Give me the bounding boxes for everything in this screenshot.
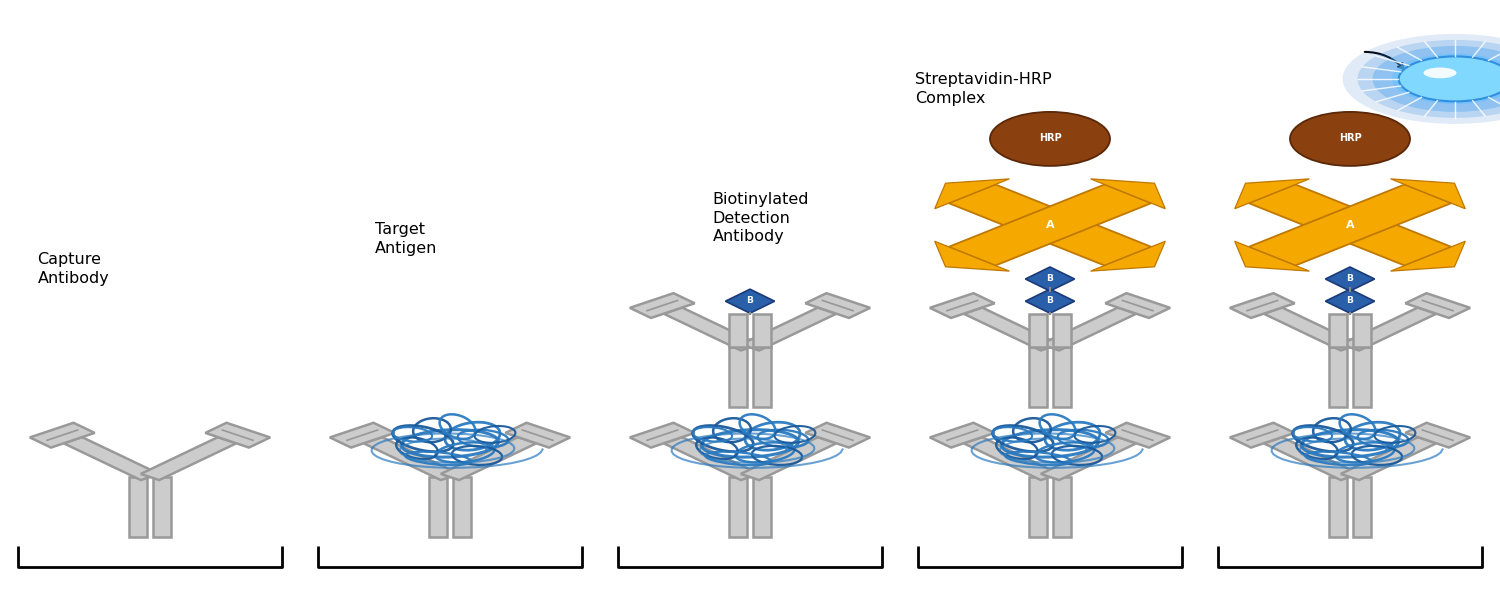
FancyBboxPatch shape <box>129 477 147 537</box>
Text: A: A <box>1346 220 1354 230</box>
FancyBboxPatch shape <box>1353 314 1371 347</box>
Polygon shape <box>963 437 1059 480</box>
Polygon shape <box>930 423 994 448</box>
FancyBboxPatch shape <box>1029 314 1047 347</box>
Text: B: B <box>1347 296 1353 305</box>
Polygon shape <box>741 308 837 350</box>
Polygon shape <box>1248 184 1452 266</box>
FancyBboxPatch shape <box>1053 477 1071 537</box>
FancyBboxPatch shape <box>1053 314 1071 347</box>
FancyBboxPatch shape <box>1029 477 1047 537</box>
Polygon shape <box>1341 308 1437 350</box>
Polygon shape <box>930 293 994 318</box>
Text: B: B <box>1047 296 1053 305</box>
FancyBboxPatch shape <box>1029 347 1047 407</box>
Text: TMB: TMB <box>1402 72 1437 87</box>
Polygon shape <box>1263 437 1359 480</box>
Polygon shape <box>63 437 159 480</box>
Polygon shape <box>1041 437 1137 480</box>
Polygon shape <box>206 423 270 448</box>
Polygon shape <box>948 184 1152 266</box>
Polygon shape <box>1248 184 1452 266</box>
Polygon shape <box>1390 179 1466 209</box>
FancyBboxPatch shape <box>429 477 447 537</box>
Polygon shape <box>1090 241 1166 271</box>
Ellipse shape <box>1358 40 1500 118</box>
Polygon shape <box>948 184 1152 266</box>
Polygon shape <box>1026 289 1074 313</box>
Polygon shape <box>630 423 694 448</box>
Polygon shape <box>726 289 774 313</box>
FancyBboxPatch shape <box>1329 314 1347 347</box>
Text: HRP: HRP <box>1038 133 1062 143</box>
Text: Biotinylated
Detection
Antibody: Biotinylated Detection Antibody <box>712 192 809 244</box>
FancyBboxPatch shape <box>753 347 771 407</box>
FancyBboxPatch shape <box>1353 477 1371 537</box>
FancyBboxPatch shape <box>1329 347 1347 407</box>
Text: B: B <box>1347 274 1353 283</box>
Text: HRP: HRP <box>1338 133 1362 143</box>
Polygon shape <box>630 293 694 318</box>
Text: Target
Antigen: Target Antigen <box>375 222 438 256</box>
Polygon shape <box>1390 241 1466 271</box>
Polygon shape <box>1406 293 1470 318</box>
Polygon shape <box>1026 267 1074 291</box>
Polygon shape <box>1106 293 1170 318</box>
Polygon shape <box>963 308 1059 350</box>
Polygon shape <box>663 437 759 480</box>
Polygon shape <box>330 423 394 448</box>
FancyBboxPatch shape <box>1329 477 1347 537</box>
FancyBboxPatch shape <box>729 314 747 347</box>
Polygon shape <box>741 437 837 480</box>
Ellipse shape <box>990 112 1110 166</box>
Polygon shape <box>30 423 94 448</box>
Text: Streptavidin-HRP
Complex: Streptavidin-HRP Complex <box>915 72 1052 106</box>
Polygon shape <box>1326 289 1374 313</box>
Ellipse shape <box>1372 46 1500 112</box>
Ellipse shape <box>1342 34 1500 124</box>
Polygon shape <box>1106 423 1170 448</box>
Ellipse shape <box>1392 53 1500 104</box>
Polygon shape <box>1341 437 1437 480</box>
Polygon shape <box>1406 423 1470 448</box>
FancyBboxPatch shape <box>729 477 747 537</box>
Polygon shape <box>806 293 870 318</box>
FancyBboxPatch shape <box>729 347 747 407</box>
FancyBboxPatch shape <box>153 477 171 537</box>
Polygon shape <box>934 179 1010 209</box>
Polygon shape <box>1041 308 1137 350</box>
Polygon shape <box>1230 423 1294 448</box>
FancyBboxPatch shape <box>753 314 771 347</box>
Polygon shape <box>141 437 237 480</box>
Polygon shape <box>1090 179 1166 209</box>
Polygon shape <box>806 423 870 448</box>
Ellipse shape <box>1398 56 1500 101</box>
Polygon shape <box>363 437 459 480</box>
Polygon shape <box>506 423 570 448</box>
Polygon shape <box>1263 308 1359 350</box>
Polygon shape <box>663 308 759 350</box>
Ellipse shape <box>1290 112 1410 166</box>
Polygon shape <box>441 437 537 480</box>
Polygon shape <box>934 241 1010 271</box>
Polygon shape <box>1230 293 1294 318</box>
FancyBboxPatch shape <box>1053 347 1071 407</box>
Text: Capture
Antibody: Capture Antibody <box>38 252 109 286</box>
Text: B: B <box>1047 274 1053 283</box>
Polygon shape <box>1234 241 1310 271</box>
FancyBboxPatch shape <box>753 477 771 537</box>
FancyBboxPatch shape <box>453 477 471 537</box>
Text: B: B <box>747 296 753 305</box>
Text: A: A <box>1046 220 1054 230</box>
Polygon shape <box>1326 267 1374 291</box>
FancyBboxPatch shape <box>1353 347 1371 407</box>
Polygon shape <box>1234 179 1310 209</box>
Ellipse shape <box>1424 67 1456 78</box>
